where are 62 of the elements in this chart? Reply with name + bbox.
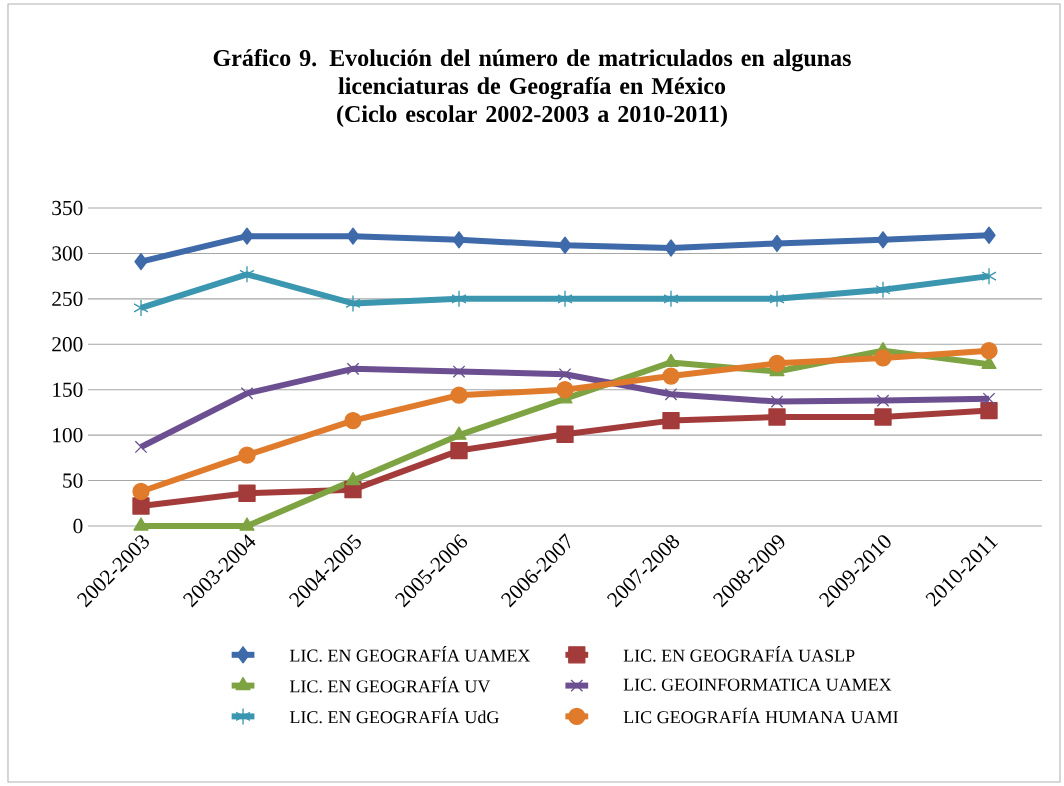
point [662, 367, 680, 385]
point [664, 387, 678, 401]
point [239, 517, 255, 531]
y-tick-label: 300 [52, 246, 83, 261]
point [133, 517, 149, 531]
point [452, 365, 466, 378]
point [345, 294, 361, 313]
point [450, 441, 468, 460]
point [240, 227, 254, 245]
point [874, 349, 892, 367]
point [238, 446, 256, 464]
point [768, 354, 786, 373]
point [663, 290, 679, 308]
point [982, 226, 996, 244]
point [558, 367, 572, 381]
point [557, 290, 573, 308]
point [134, 440, 148, 454]
y-tick-label: 0 [73, 518, 83, 534]
point [238, 484, 256, 502]
y-tick-label: 50 [63, 473, 83, 488]
point [769, 290, 785, 308]
point [874, 408, 892, 426]
point [346, 227, 360, 245]
point [239, 265, 255, 283]
point [556, 425, 574, 443]
point [240, 387, 254, 400]
point [558, 236, 572, 254]
y-tick-label: 200 [52, 337, 83, 352]
point [451, 290, 467, 308]
point [770, 395, 784, 408]
point [876, 394, 890, 407]
legend-label: LIC. GEOINFORMATICA UAMEX [623, 678, 892, 691]
point [980, 341, 998, 360]
point [662, 411, 680, 430]
legend-label: LIC. EN GEOGRAFÍA UASLP [623, 646, 855, 662]
point [875, 281, 891, 299]
point [664, 239, 678, 257]
point [344, 411, 362, 430]
point [982, 392, 996, 406]
y-tick-label: 350 [52, 200, 83, 216]
point [132, 497, 150, 515]
point [134, 252, 148, 271]
point [450, 386, 468, 404]
point [133, 299, 149, 317]
point [980, 401, 998, 420]
y-tick-label: 100 [53, 427, 83, 443]
point [132, 482, 150, 501]
point [452, 231, 466, 249]
legend-label: LIC. EN GEOGRAFÍA UAMEX [289, 646, 531, 662]
legend-label: LIC GEOGRAFÍA HUMANA UAMI [623, 707, 898, 724]
legend-label: LIC. EN GEOGRAFÍA UV [289, 676, 491, 693]
point [770, 234, 784, 253]
point [981, 267, 997, 285]
point [876, 231, 890, 249]
y-tick-label: 150 [53, 382, 83, 397]
point [346, 362, 360, 376]
point [345, 471, 361, 486]
point [768, 408, 786, 426]
legend-label: LIC. EN GEOGRAFÍA UdG [289, 707, 499, 724]
chart-title: Gráfico 9. Evolución del número de matriculados en algunas licenciaturas de Geografía en México (Ciclo escolar 2002-2003 a 2010-2011) [213, 48, 851, 127]
y-tick-label: 250 [52, 291, 83, 307]
point [556, 381, 574, 399]
